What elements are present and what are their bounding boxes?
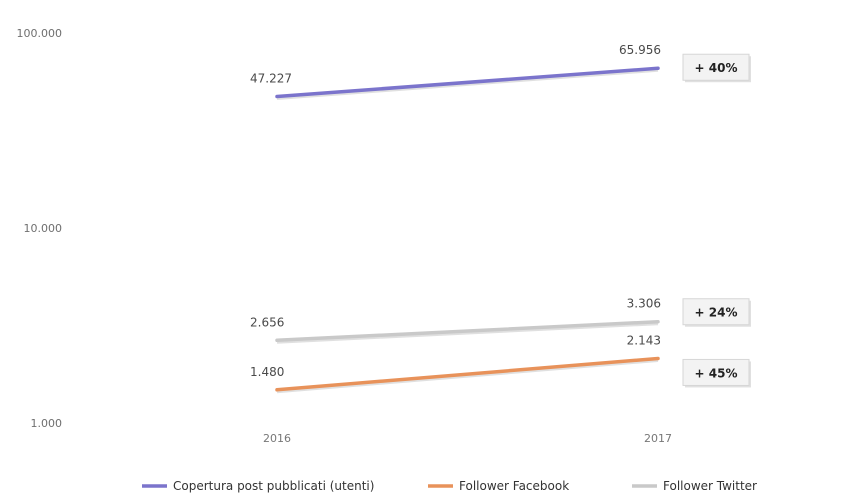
data-label: 1.480: [250, 365, 284, 379]
change-badge: + 40%: [682, 53, 751, 83]
legend: Copertura post pubblicati (utenti) Follow…: [142, 479, 757, 493]
change-badge: + 45%: [682, 358, 751, 388]
legend-item: Follower Facebook: [428, 479, 569, 493]
change-badge-text: + 24%: [695, 306, 738, 320]
data-label: 47.227: [250, 72, 292, 86]
series-line-shadow: [276, 358, 659, 394]
legend-label: Follower Twitter: [663, 479, 757, 493]
series-lines: [275, 66, 660, 394]
series-line: [275, 356, 660, 392]
legend-label: Follower Facebook: [459, 479, 569, 493]
x-axis: 2016 2017: [263, 432, 672, 445]
legend-item: Follower Twitter: [632, 479, 757, 493]
change-badge-text: + 40%: [695, 61, 738, 75]
x-tick-label: 2016: [263, 432, 291, 445]
legend-label: Copertura post pubblicati (utenti): [173, 479, 374, 493]
x-tick-label: 2017: [644, 432, 672, 445]
series-line: [275, 319, 660, 343]
y-tick-label: 100.000: [17, 27, 63, 40]
change-badges: + 40% + 45% + 24%: [682, 53, 751, 388]
series-line: [275, 66, 660, 99]
series-line-shadow: [276, 322, 659, 344]
y-axis: 100.000 10.000 1.000: [17, 27, 63, 430]
legend-item: Copertura post pubblicati (utenti): [142, 479, 374, 493]
data-label: 2.656: [250, 315, 284, 329]
data-label: 2.143: [627, 333, 661, 347]
change-badge: + 24%: [682, 298, 751, 327]
y-tick-label: 10.000: [24, 222, 63, 235]
data-label: 3.306: [627, 297, 661, 311]
data-label: 65.956: [619, 43, 661, 57]
series-line-shadow: [276, 68, 659, 101]
change-badge-text: + 45%: [695, 366, 738, 380]
data-labels: 47.227 65.956 1.480 2.143 2.656 3.306: [250, 43, 661, 379]
y-tick-label: 1.000: [31, 417, 63, 430]
